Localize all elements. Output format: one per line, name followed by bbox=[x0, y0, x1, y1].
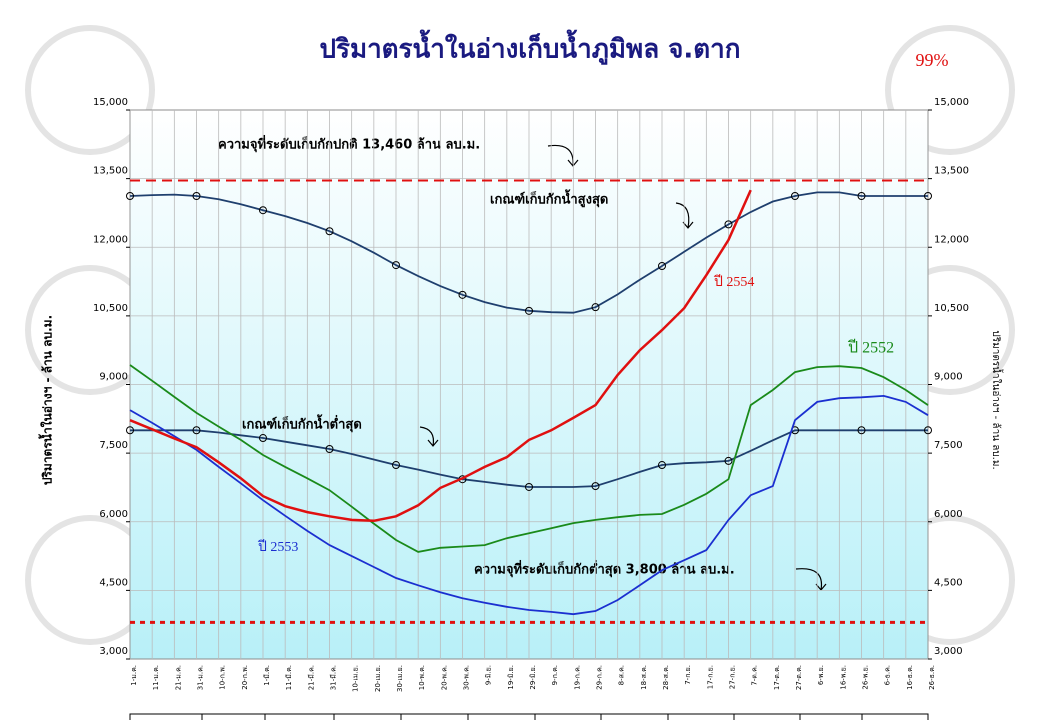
marker bbox=[126, 426, 134, 435]
y-tick-label: 3,000 bbox=[99, 646, 128, 657]
y-tick-label: 7,500 bbox=[99, 440, 128, 451]
percent-label: 99% bbox=[916, 50, 949, 70]
x-tick-label: 31-ม.ค. bbox=[197, 665, 205, 690]
x-tick-label: 11-มี.ค. bbox=[285, 665, 293, 690]
y2-axis-title: ปริมาตรน้ำในอ่างฯ - ล้าน ลบ.ม. bbox=[990, 330, 1004, 469]
x-tick-label: 9-มิ.ย. bbox=[485, 665, 493, 685]
x-tick-label: 30-พ.ค. bbox=[463, 665, 471, 690]
y2-tick-label: 7,500 bbox=[934, 440, 963, 451]
x-tick-label: 21-ม.ค. bbox=[174, 665, 182, 690]
y-tick-label: 10,500 bbox=[93, 303, 128, 314]
series-line bbox=[129, 191, 928, 314]
marker bbox=[525, 306, 533, 315]
marker bbox=[392, 261, 400, 270]
series-line bbox=[130, 429, 928, 488]
y2-tick-label: 4,500 bbox=[934, 577, 963, 588]
x-tick-label: 11-ม.ค. bbox=[152, 665, 160, 690]
x-tick-label: 29-มิ.ย. bbox=[529, 665, 537, 690]
x-tick-label: 19-ก.ค. bbox=[573, 665, 581, 690]
marker bbox=[259, 206, 267, 215]
series-line bbox=[129, 189, 752, 523]
x-tick-label: 9-ก.ค. bbox=[551, 665, 559, 685]
y-axis-title: ปริมาตรน้ำในอ่างฯ - ล้าน ลบ.ม. bbox=[38, 315, 55, 485]
marker bbox=[458, 290, 467, 299]
series-label: เกณฑ์เก็บกักน้ำต่ำสุด bbox=[242, 414, 362, 433]
x-tick-label: 19-มิ.ย. bbox=[507, 665, 515, 690]
y2-tick-label: 15,000 bbox=[934, 97, 969, 108]
y-tick-label: 13,500 bbox=[93, 166, 128, 177]
x-tick-label: 27-ก.ย. bbox=[729, 665, 737, 689]
marker bbox=[924, 426, 932, 435]
y-tick-label: 12,000 bbox=[93, 234, 128, 245]
x-tick-label: 29-ก.ค. bbox=[596, 665, 604, 690]
x-tick-label: 16-ธ.ค. bbox=[906, 665, 914, 690]
marker bbox=[857, 426, 866, 435]
x-tick-label: 6-พ.ย. bbox=[817, 665, 825, 685]
marker bbox=[791, 192, 799, 201]
marker bbox=[192, 426, 201, 435]
y2-tick-label: 3,000 bbox=[934, 646, 963, 657]
marker bbox=[924, 192, 932, 201]
x-tick-label: 17-ก.ย. bbox=[706, 665, 714, 689]
marker bbox=[724, 220, 733, 229]
y2-tick-label: 9,000 bbox=[934, 372, 963, 383]
x-tick-label: 16-พ.ย. bbox=[839, 665, 847, 690]
y-tick-label: 4,500 bbox=[99, 577, 128, 588]
bottom-table bbox=[129, 713, 929, 720]
annotation: ความจุที่ระดับเก็บกักปกติ 13,460 ล้าน ลบ… bbox=[218, 135, 480, 153]
x-tick-label: 18-ส.ค. bbox=[640, 665, 648, 690]
x-tick-label: 21-มี.ค. bbox=[307, 665, 315, 690]
x-tick-label: 27-ต.ค. bbox=[795, 665, 803, 690]
marker bbox=[192, 192, 201, 201]
x-tick-label: 31-มี.ค. bbox=[330, 665, 338, 690]
marker bbox=[857, 192, 866, 201]
marker bbox=[658, 262, 666, 271]
x-tick-label: 20-ก.พ. bbox=[241, 665, 249, 690]
x-tick-label: 26-พ.ย. bbox=[862, 665, 870, 690]
x-tick-label: 30-เม.ย. bbox=[396, 665, 404, 692]
marker bbox=[591, 482, 600, 491]
x-tick-label: 26-ธ.ค. bbox=[928, 665, 936, 690]
series-label: ปี 2552 bbox=[848, 339, 895, 357]
series-line bbox=[129, 394, 929, 616]
y2-tick-label: 12,000 bbox=[934, 234, 969, 245]
x-tick-label: 10-เม.ย. bbox=[352, 665, 360, 692]
x-tick-label: 20-พ.ค. bbox=[440, 665, 448, 690]
series-label: เกณฑ์เก็บกักน้ำสูงสุด bbox=[490, 189, 608, 208]
marker bbox=[392, 461, 400, 470]
x-tick-label: 10-พ.ค. bbox=[418, 665, 426, 690]
y2-tick-label: 13,500 bbox=[934, 166, 969, 177]
x-tick-label: 1-มี.ค. bbox=[263, 665, 271, 686]
y2-tick-label: 6,000 bbox=[934, 509, 963, 520]
marker bbox=[591, 303, 600, 312]
y-tick-label: 6,000 bbox=[99, 509, 128, 520]
marker bbox=[325, 227, 334, 236]
x-tick-label: 7-ก.ย. bbox=[684, 665, 692, 685]
marker bbox=[259, 434, 267, 443]
x-tick-label: 17-ต.ค. bbox=[773, 665, 781, 690]
x-tick-label: 10-ก.พ. bbox=[219, 665, 227, 690]
x-tick-label: 28-ส.ค. bbox=[662, 665, 670, 690]
y-tick-label: 9,000 bbox=[99, 372, 128, 383]
x-tick-label: 6-ธ.ค. bbox=[884, 665, 892, 685]
y2-tick-label: 10,500 bbox=[934, 303, 969, 314]
x-tick-label: 8-ส.ค. bbox=[618, 665, 626, 685]
annotation: ความจุที่ระดับเก็บกักต่ำสุด 3,800 ล้าน ล… bbox=[474, 560, 735, 578]
marker bbox=[658, 461, 666, 470]
marker bbox=[525, 482, 533, 491]
x-tick-label: 20-เม.ย. bbox=[374, 665, 382, 692]
x-tick-label: 7-ต.ค. bbox=[751, 665, 759, 686]
y-tick-label: 15,000 bbox=[93, 97, 128, 108]
series-label: ปี 2554 bbox=[714, 274, 755, 290]
series-line bbox=[129, 364, 929, 553]
marker bbox=[325, 445, 334, 454]
x-tick-label: 1-ม.ค. bbox=[130, 665, 138, 686]
marker bbox=[126, 192, 134, 201]
chart-title: ปริมาตรน้ำในอ่างเก็บน้ำภูมิพล จ.ตาก bbox=[319, 29, 740, 66]
marker bbox=[724, 456, 733, 465]
series-label: ปี 2553 bbox=[258, 539, 299, 555]
